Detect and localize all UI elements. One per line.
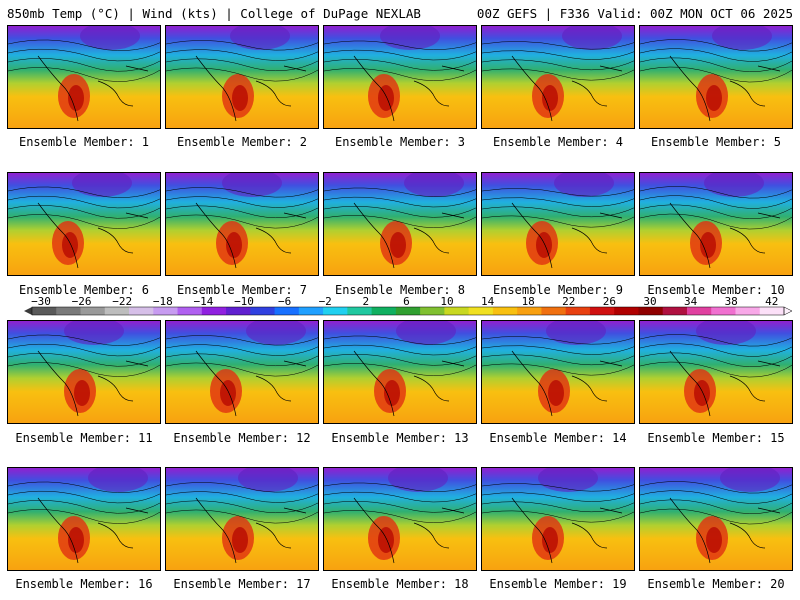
ensemble-member-11-caption: Ensemble Member: 11 [15, 431, 153, 445]
ensemble-member-7-map [165, 172, 319, 276]
ensemble-member-17-caption: Ensemble Member: 17 [173, 577, 311, 591]
ensemble-member-5-map [639, 25, 793, 129]
colorbar-tick-label: 30 [643, 296, 656, 308]
colorbar-tick-label: −18 [153, 296, 173, 308]
colorbar-segment [589, 307, 615, 315]
ensemble-member-1-caption: Ensemble Member: 1 [18, 135, 150, 149]
colorbar-segment [517, 307, 542, 315]
colorbar-segment [662, 307, 688, 315]
ensemble-member-10-caption: Ensemble Member: 10 [647, 283, 785, 297]
colorbar-segment [541, 307, 567, 315]
colorbar-segment [735, 307, 761, 315]
colorbar-tick-label: 14 [481, 296, 495, 308]
ensemble-member-13-caption: Ensemble Member: 13 [331, 431, 469, 445]
colorbar-segment [104, 307, 130, 315]
colorbar-segment [468, 307, 494, 315]
valid-time: 00Z GEFS | F336 Valid: 00Z MON OCT 06 20… [476, 6, 793, 21]
ensemble-member-15-map [639, 320, 793, 424]
colorbar-segment [371, 307, 397, 315]
colorbar-tick-label: 26 [603, 296, 616, 308]
colorbar-segment [56, 307, 82, 315]
colorbar-tick-label: −6 [278, 296, 291, 308]
ensemble-member-4-map [481, 25, 635, 129]
colorbar-tick-label: −30 [31, 296, 51, 308]
ensemble-member-2-caption: Ensemble Member: 2 [176, 135, 308, 149]
colorbar-tick-label: 34 [684, 296, 698, 308]
colorbar-segment [395, 307, 421, 315]
ensemble-member-18-map [323, 467, 477, 571]
colorbar-segment [201, 307, 227, 315]
ensemble-member-6-caption: Ensemble Member: 6 [18, 283, 150, 297]
colorbar-segment [80, 307, 106, 315]
ensemble-member-7-caption: Ensemble Member: 7 [176, 283, 308, 297]
colorbar-right-arrow [783, 306, 793, 316]
ensemble-member-19-map [481, 467, 635, 571]
colorbar-tick-label: −26 [72, 296, 92, 308]
colorbar-tick-label: 38 [725, 296, 738, 308]
ensemble-member-1-map [7, 25, 161, 129]
colorbar-segment [32, 307, 57, 315]
ensemble-member-12-map [165, 320, 319, 424]
ensemble-member-4-caption: Ensemble Member: 4 [492, 135, 624, 149]
ensemble-member-9-map [481, 172, 635, 276]
colorbar-tick-label: −2 [319, 296, 332, 308]
colorbar-segment [153, 307, 179, 315]
ensemble-member-14-caption: Ensemble Member: 14 [489, 431, 627, 445]
colorbar-segment [420, 307, 445, 315]
ensemble-member-20-caption: Ensemble Member: 20 [647, 577, 785, 591]
ensemble-member-8-caption: Ensemble Member: 8 [334, 283, 466, 297]
ensemble-member-18-caption: Ensemble Member: 18 [331, 577, 469, 591]
colorbar-segment [298, 307, 324, 315]
ensemble-member-20-map [639, 467, 793, 571]
colorbar-segment [444, 307, 470, 315]
colorbar-segment [492, 307, 518, 315]
colorbar-segment [129, 307, 154, 315]
temperature-colorbar: −30 −26 −22 −18 −14 −10 −6 −2 2 6 10 14 18 22 26 30 34 38… [24, 296, 793, 316]
ensemble-member-14-map [481, 320, 635, 424]
colorbar-tick-label: 42 [765, 296, 778, 308]
ensemble-member-8-map [323, 172, 477, 276]
colorbar-tick-label: −22 [112, 296, 132, 308]
colorbar-left-arrow [24, 307, 32, 315]
ensemble-member-15-caption: Ensemble Member: 15 [647, 431, 785, 445]
colorbar-segment [323, 307, 348, 315]
colorbar-segment [614, 307, 639, 315]
colorbar-segment [347, 307, 373, 315]
ensemble-member-6-map [7, 172, 161, 276]
ensemble-member-3-map [323, 25, 477, 129]
ensemble-member-2-map [165, 25, 319, 129]
ensemble-member-9-caption: Ensemble Member: 9 [492, 283, 624, 297]
colorbar-tick-label: −10 [234, 296, 254, 308]
colorbar-segment [250, 307, 276, 315]
ensemble-member-5-caption: Ensemble Member: 5 [650, 135, 782, 149]
ensemble-member-3-caption: Ensemble Member: 3 [334, 135, 466, 149]
colorbar-segment [177, 307, 203, 315]
colorbar-segment [226, 307, 251, 315]
ensemble-member-16-map [7, 467, 161, 571]
ensemble-member-17-map [165, 467, 319, 571]
map-title: 850mb Temp (°C) | Wind (kts) | College o… [7, 6, 421, 21]
ensemble-member-11-map [7, 320, 161, 424]
colorbar-tick-label: 18 [522, 296, 535, 308]
colorbar-tick-label: −14 [193, 296, 213, 308]
colorbar-tick-label: 6 [403, 296, 410, 308]
colorbar-segment [759, 307, 785, 315]
colorbar-tick-label: 22 [562, 296, 575, 308]
colorbar-segment [711, 307, 736, 315]
ensemble-member-10-map [639, 172, 793, 276]
ensemble-member-19-caption: Ensemble Member: 19 [489, 577, 627, 591]
ensemble-member-13-map [323, 320, 477, 424]
colorbar-tick-label: 10 [440, 296, 453, 308]
ensemble-member-12-caption: Ensemble Member: 12 [173, 431, 311, 445]
colorbar-segment [274, 307, 300, 315]
colorbar-segment [565, 307, 591, 315]
ensemble-member-16-caption: Ensemble Member: 16 [15, 577, 153, 591]
colorbar-segment [638, 307, 664, 315]
colorbar-segment [686, 307, 712, 315]
colorbar-tick-label: 2 [362, 296, 369, 308]
